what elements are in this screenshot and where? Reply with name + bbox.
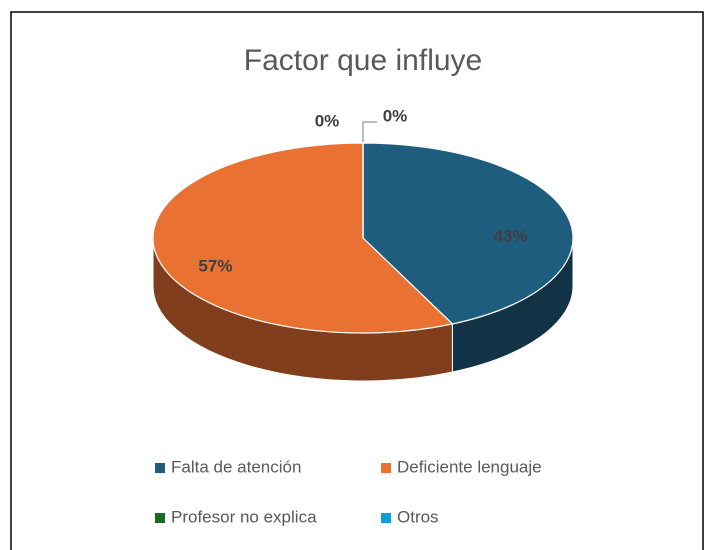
legend-swatch (155, 463, 165, 473)
legend-label: Otros (397, 507, 439, 526)
legend-swatch (155, 513, 165, 523)
legend-swatch (381, 513, 391, 523)
data-label: 0% (315, 111, 340, 130)
chart-title: Factor que influye (244, 44, 482, 77)
data-label: 0% (383, 106, 408, 125)
legend-swatch (381, 463, 391, 473)
leader-line (362, 121, 377, 142)
data-label: 57% (198, 256, 232, 275)
legend-label: Deficiente lenguaje (397, 457, 542, 476)
legend-label: Falta de atención (171, 457, 301, 476)
pie-slice (152, 142, 454, 334)
legend-label: Profesor no explica (171, 507, 317, 526)
pie-slice (362, 142, 574, 325)
data-label: 43% (494, 227, 528, 246)
